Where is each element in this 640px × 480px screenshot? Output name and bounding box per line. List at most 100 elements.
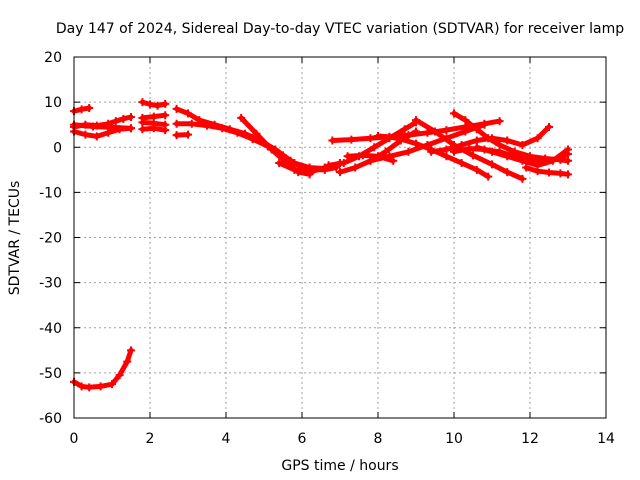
data-point bbox=[442, 145, 451, 154]
data-point bbox=[358, 151, 367, 160]
data-point bbox=[472, 125, 481, 134]
series-s25 bbox=[522, 163, 572, 179]
data-point bbox=[385, 132, 394, 141]
y-axis-label: SDTVAR / TECUs bbox=[7, 181, 23, 296]
data-point bbox=[108, 380, 116, 389]
data-point bbox=[370, 143, 379, 152]
data-point bbox=[161, 99, 170, 108]
x-tick-label: 10 bbox=[445, 431, 463, 447]
data-point bbox=[153, 101, 162, 110]
data-point bbox=[343, 152, 352, 161]
data-point bbox=[127, 346, 135, 355]
data-point bbox=[104, 128, 113, 137]
data-point bbox=[161, 111, 170, 120]
data-point bbox=[564, 170, 572, 179]
data-point bbox=[172, 119, 181, 128]
data-point bbox=[533, 167, 542, 176]
data-point bbox=[252, 129, 261, 138]
data-point bbox=[85, 383, 94, 392]
data-point bbox=[503, 168, 512, 177]
data-point bbox=[92, 132, 101, 141]
data-point bbox=[431, 127, 439, 136]
data-series-group bbox=[70, 98, 572, 392]
data-point bbox=[248, 135, 257, 144]
data-point bbox=[115, 371, 124, 380]
data-point bbox=[461, 127, 470, 136]
data-point bbox=[389, 156, 398, 165]
data-point bbox=[328, 136, 337, 145]
data-point bbox=[545, 168, 553, 177]
series-s8 bbox=[138, 118, 170, 129]
data-point bbox=[85, 103, 94, 112]
data-point bbox=[203, 121, 211, 130]
data-point bbox=[412, 139, 420, 148]
series-s1 bbox=[70, 103, 94, 116]
data-point bbox=[77, 382, 86, 391]
data-point bbox=[81, 130, 90, 139]
data-point bbox=[564, 145, 572, 154]
data-point bbox=[108, 123, 116, 132]
data-point bbox=[457, 159, 466, 168]
data-point bbox=[548, 156, 557, 165]
data-point bbox=[290, 165, 299, 174]
data-point bbox=[111, 117, 120, 126]
data-point bbox=[412, 127, 420, 136]
data-point bbox=[484, 172, 493, 181]
data-point bbox=[484, 134, 493, 143]
data-point bbox=[427, 147, 436, 156]
data-point bbox=[127, 113, 135, 122]
data-point bbox=[503, 136, 512, 145]
series-s10 bbox=[172, 130, 192, 140]
y-tick-label: -40 bbox=[39, 321, 62, 337]
data-point bbox=[533, 134, 542, 143]
data-point bbox=[518, 140, 527, 149]
series-s24 bbox=[472, 143, 572, 170]
x-tick-label: 0 bbox=[70, 431, 79, 447]
data-point bbox=[89, 122, 97, 131]
data-point bbox=[526, 152, 534, 161]
data-point bbox=[146, 100, 154, 109]
data-point bbox=[119, 114, 128, 123]
data-point bbox=[138, 118, 147, 127]
x-tick-label: 8 bbox=[374, 431, 383, 447]
data-point bbox=[396, 135, 405, 144]
y-tick-label: -50 bbox=[39, 366, 62, 382]
data-point bbox=[77, 105, 86, 114]
data-point bbox=[503, 152, 512, 161]
series-s5 bbox=[138, 98, 170, 110]
data-point bbox=[218, 124, 227, 133]
data-point bbox=[347, 135, 356, 144]
data-point bbox=[267, 145, 276, 154]
data-point bbox=[488, 147, 496, 156]
data-point bbox=[450, 109, 458, 118]
data-point bbox=[237, 113, 246, 122]
data-point bbox=[495, 140, 504, 149]
data-point bbox=[149, 112, 158, 121]
x-tick-label: 14 bbox=[597, 431, 615, 447]
data-point bbox=[461, 116, 470, 125]
data-point bbox=[385, 152, 394, 161]
data-point bbox=[123, 357, 132, 366]
series-s26 bbox=[70, 346, 135, 392]
data-point bbox=[290, 159, 299, 168]
data-point bbox=[305, 168, 314, 177]
data-point bbox=[96, 382, 105, 391]
data-point bbox=[545, 122, 553, 131]
data-point bbox=[138, 125, 147, 134]
data-point bbox=[510, 147, 519, 156]
data-point bbox=[423, 128, 432, 137]
data-point bbox=[161, 120, 170, 129]
data-point bbox=[442, 152, 451, 161]
data-point bbox=[336, 168, 344, 177]
data-point bbox=[127, 124, 135, 133]
data-point bbox=[351, 163, 360, 172]
x-axis-label: GPS time / hours bbox=[281, 458, 398, 474]
data-point bbox=[465, 144, 474, 153]
x-tick-label: 6 bbox=[298, 431, 307, 447]
y-tick-label: -30 bbox=[39, 276, 62, 292]
y-tick-label: -20 bbox=[39, 231, 62, 247]
data-point bbox=[187, 119, 196, 128]
data-point bbox=[374, 131, 382, 140]
series-line bbox=[71, 347, 134, 390]
data-point bbox=[149, 119, 158, 128]
